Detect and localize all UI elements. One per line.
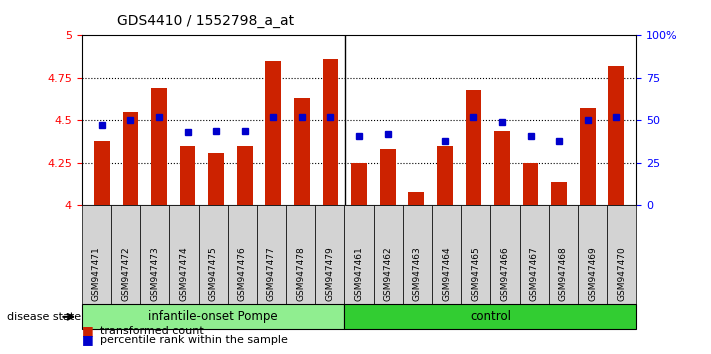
Text: GSM947478: GSM947478 bbox=[296, 246, 305, 301]
Text: GSM947470: GSM947470 bbox=[617, 246, 626, 301]
Text: GDS4410 / 1552798_a_at: GDS4410 / 1552798_a_at bbox=[117, 14, 294, 28]
Text: GSM947464: GSM947464 bbox=[442, 246, 451, 301]
Bar bbox=[580, 108, 596, 205]
Text: GSM947474: GSM947474 bbox=[179, 246, 188, 301]
Bar bbox=[208, 153, 224, 205]
Bar bbox=[151, 88, 167, 205]
Bar bbox=[408, 192, 424, 205]
Bar bbox=[237, 146, 252, 205]
Bar bbox=[437, 146, 453, 205]
Bar bbox=[551, 182, 567, 205]
Text: GSM947476: GSM947476 bbox=[237, 246, 247, 301]
Text: infantile-onset Pompe: infantile-onset Pompe bbox=[149, 310, 278, 323]
Bar bbox=[180, 146, 196, 205]
Text: disease state: disease state bbox=[7, 312, 81, 322]
Text: control: control bbox=[470, 310, 511, 323]
Text: GSM947463: GSM947463 bbox=[413, 246, 422, 301]
Text: GSM947472: GSM947472 bbox=[121, 246, 130, 301]
Bar bbox=[294, 98, 310, 205]
Text: GSM947465: GSM947465 bbox=[471, 246, 481, 301]
Text: percentile rank within the sample: percentile rank within the sample bbox=[100, 335, 287, 345]
Text: GSM947473: GSM947473 bbox=[150, 246, 159, 301]
Bar bbox=[466, 90, 481, 205]
Bar bbox=[523, 163, 538, 205]
Bar bbox=[323, 59, 338, 205]
Bar bbox=[351, 163, 367, 205]
Text: GSM947479: GSM947479 bbox=[326, 246, 334, 301]
Bar bbox=[609, 66, 624, 205]
Text: GSM947467: GSM947467 bbox=[530, 246, 539, 301]
Text: ■: ■ bbox=[82, 325, 94, 337]
Text: GSM947462: GSM947462 bbox=[384, 246, 392, 301]
Bar bbox=[265, 61, 281, 205]
Text: GSM947469: GSM947469 bbox=[588, 246, 597, 301]
Text: GSM947466: GSM947466 bbox=[501, 246, 510, 301]
Text: ■: ■ bbox=[82, 333, 94, 346]
Bar bbox=[122, 112, 138, 205]
Text: transformed count: transformed count bbox=[100, 326, 203, 336]
Text: GSM947475: GSM947475 bbox=[208, 246, 218, 301]
Text: GSM947477: GSM947477 bbox=[267, 246, 276, 301]
Text: GSM947461: GSM947461 bbox=[355, 246, 363, 301]
Bar bbox=[494, 131, 510, 205]
Bar bbox=[94, 141, 109, 205]
Text: GSM947468: GSM947468 bbox=[559, 246, 568, 301]
Text: GSM947471: GSM947471 bbox=[92, 246, 101, 301]
Bar bbox=[380, 149, 395, 205]
